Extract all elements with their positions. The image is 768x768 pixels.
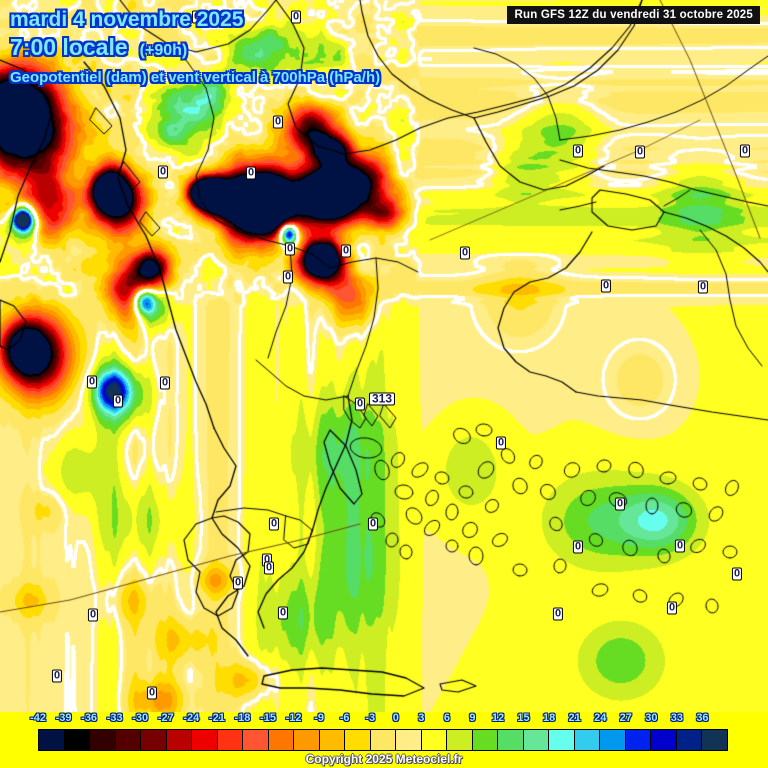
legend-swatch	[651, 730, 677, 750]
vertical-wind-zero-label: 0	[263, 561, 275, 575]
legend-swatch	[702, 730, 727, 750]
vertical-wind-zero-label: 0	[614, 497, 626, 511]
vertical-wind-zero-label: 0	[157, 165, 169, 179]
geopotential-height-label: 313	[368, 392, 396, 406]
legend-tick: 21	[568, 712, 581, 724]
legend-swatch	[319, 730, 346, 750]
vertical-wind-zero-label: 0	[86, 375, 98, 389]
legend-tick: -15	[260, 712, 276, 724]
legend-swatch	[447, 730, 473, 750]
legend-swatch	[192, 730, 218, 750]
legend-swatch	[243, 730, 269, 750]
vertical-wind-zero-label: 0	[572, 144, 584, 158]
vertical-wind-zero-label: 0	[272, 115, 284, 129]
legend-tick: -30	[132, 712, 149, 724]
legend-tick: 15	[517, 712, 530, 724]
legend-swatch	[166, 730, 193, 750]
color-scale-legend: -42 -39 -36 -33 -30 -27 -24 -21 -18 -15 -12 -9 -6 -3 0…	[0, 712, 768, 768]
model-run-banner: Run GFS 12Z du vendredi 31 octobre 2025	[507, 6, 760, 24]
legend-tick: -27	[157, 712, 174, 724]
legend-tick: -3	[365, 712, 376, 724]
vertical-wind-zero-label: 0	[290, 10, 302, 24]
vertical-wind-zero-label: 0	[354, 397, 366, 411]
vertical-wind-zero-label: 0	[87, 608, 99, 622]
legend-swatch	[294, 730, 320, 750]
legend-tick: -42	[30, 712, 46, 724]
legend-tick: -12	[285, 712, 302, 724]
legend-swatch	[498, 730, 524, 750]
legend-swatch	[90, 730, 116, 750]
legend-tick: 27	[619, 712, 632, 724]
vertical-wind-zero-label: 0	[51, 669, 63, 683]
legend-color-bar	[38, 729, 728, 751]
legend-tick: 24	[594, 712, 607, 724]
vertical-wind-zero-label: 0	[245, 166, 257, 180]
legend-swatch	[345, 730, 371, 750]
legend-swatch	[217, 730, 244, 750]
vertical-wind-zero-label: 0	[268, 517, 280, 531]
legend-swatch	[115, 730, 142, 750]
legend-tick: -9	[314, 712, 324, 724]
legend-swatch	[421, 730, 448, 750]
vertical-wind-zero-label: 0	[277, 606, 289, 620]
vertical-wind-zero-label: 0	[697, 280, 709, 294]
legend-tick: 3	[418, 712, 425, 724]
weather-map-canvas[interactable]	[0, 0, 768, 712]
legend-tick: 0	[392, 712, 399, 724]
legend-swatch	[370, 730, 397, 750]
legend-swatch	[549, 730, 575, 750]
vertical-wind-zero-label: 0	[367, 517, 379, 531]
legend-swatch	[574, 730, 601, 750]
legend-tick: -21	[208, 712, 225, 724]
vertical-wind-zero-label: 0	[159, 376, 171, 390]
legend-swatch	[268, 730, 295, 750]
vertical-wind-zero-label: 0	[340, 244, 352, 258]
vertical-wind-zero-label: 0	[495, 436, 507, 450]
vertical-wind-zero-label: 0	[459, 246, 471, 260]
legend-swatch	[523, 730, 550, 750]
vertical-wind-zero-label: 0	[674, 539, 686, 553]
vertical-wind-zero-label: 0	[112, 394, 124, 408]
legend-tick: 30	[645, 712, 658, 724]
vertical-wind-zero-label: 0	[232, 576, 244, 590]
vertical-wind-zero-label: 0	[572, 540, 584, 554]
legend-swatch	[396, 730, 422, 750]
legend-tick: -18	[234, 712, 251, 724]
legend-tick: 12	[491, 712, 505, 724]
legend-swatch	[141, 730, 167, 750]
legend-tick: -36	[81, 712, 98, 724]
copyright-notice: Copyright 2025 Meteociel.fr	[305, 752, 463, 766]
vertical-wind-zero-label: 0	[666, 601, 678, 615]
vertical-wind-zero-label: 0	[634, 145, 646, 159]
legend-tick: 18	[542, 712, 556, 724]
vertical-wind-zero-label: 0	[284, 242, 296, 256]
legend-swatch	[676, 730, 703, 750]
vertical-wind-zero-label: 0	[191, 10, 203, 24]
legend-tick: -39	[55, 712, 72, 724]
vertical-wind-zero-label: 0	[146, 686, 158, 700]
legend-swatch	[39, 730, 65, 750]
legend-tick: -24	[183, 712, 200, 724]
legend-tick: 36	[696, 712, 709, 724]
legend-swatch	[64, 730, 91, 750]
legend-tick-labels: -42 -39 -36 -33 -30 -27 -24 -21 -18 -15 -12 -9 -6 -3 0…	[0, 712, 768, 728]
legend-tick: -33	[106, 712, 123, 724]
vertical-wind-zero-label: 0	[282, 270, 294, 284]
legend-swatch	[600, 730, 626, 750]
legend-swatch	[472, 730, 499, 750]
vertical-wind-zero-label: 0	[600, 279, 612, 293]
legend-tick: 9	[469, 712, 476, 724]
legend-tick: 6	[443, 712, 450, 724]
legend-swatch	[625, 730, 652, 750]
vertical-wind-zero-label: 0	[552, 607, 564, 621]
legend-tick: -6	[339, 712, 350, 724]
vertical-wind-zero-label: 0	[731, 567, 743, 581]
vertical-wind-zero-label: 0	[739, 144, 751, 158]
legend-tick: 33	[670, 712, 683, 724]
